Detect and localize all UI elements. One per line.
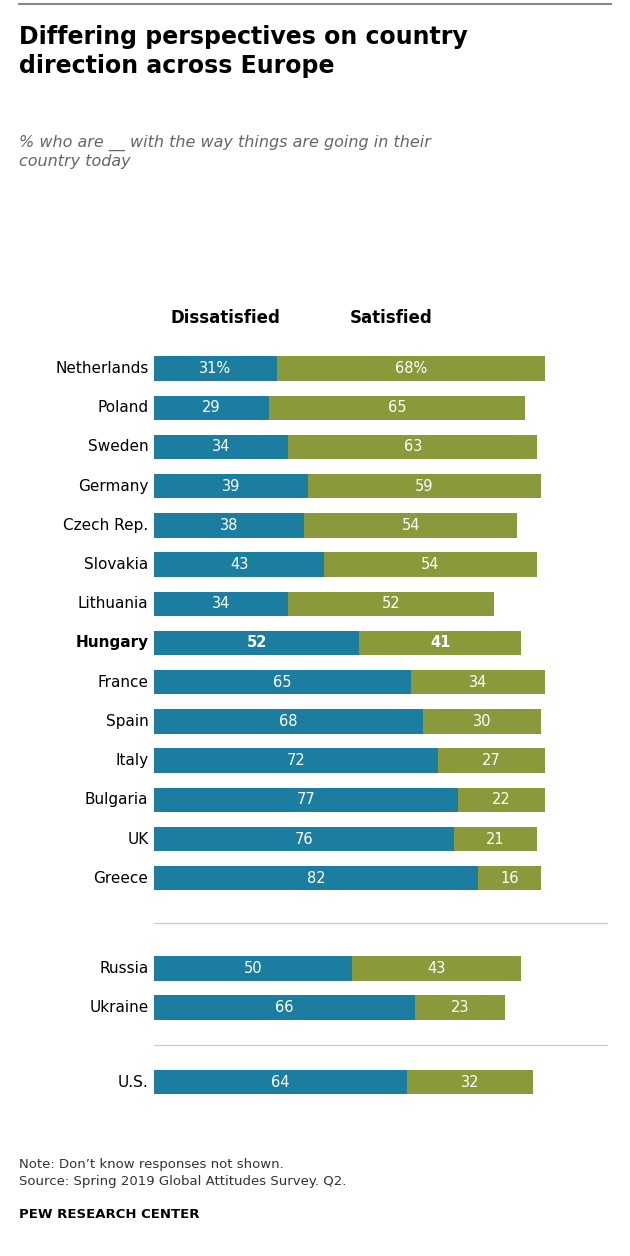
Text: 68: 68 (279, 713, 298, 728)
Bar (269, 396, 525, 420)
Text: 82: 82 (307, 870, 325, 885)
Bar (454, 826, 537, 852)
Text: 59: 59 (415, 479, 434, 494)
Text: 52: 52 (382, 597, 400, 612)
Text: 65: 65 (387, 401, 406, 416)
Text: Dissatisfied: Dissatisfied (170, 309, 280, 328)
Bar (154, 867, 478, 891)
Text: 63: 63 (404, 440, 422, 455)
Text: Slovakia: Slovakia (84, 558, 149, 571)
Bar (154, 788, 458, 811)
Text: 66: 66 (275, 1000, 294, 1015)
Text: 34: 34 (212, 440, 231, 455)
Text: France: France (98, 674, 149, 690)
Text: 77: 77 (297, 793, 316, 808)
Text: 23: 23 (451, 1000, 469, 1015)
Bar (154, 435, 289, 460)
Text: 34: 34 (212, 597, 231, 612)
Text: Czech Rep.: Czech Rep. (63, 517, 149, 533)
Bar (423, 710, 541, 734)
Bar (154, 514, 304, 538)
Text: 27: 27 (482, 754, 501, 769)
Bar (352, 956, 521, 981)
Text: Sweden: Sweden (88, 440, 149, 455)
Text: Poland: Poland (97, 401, 149, 416)
Text: 43: 43 (230, 558, 248, 571)
Text: Spain: Spain (106, 713, 149, 728)
Text: 68%: 68% (394, 360, 427, 376)
Text: Hungary: Hungary (76, 636, 149, 651)
Text: Note: Don’t know responses not shown.
Source: Spring 2019 Global Attitudes Surve: Note: Don’t know responses not shown. So… (19, 1158, 346, 1188)
Text: Russia: Russia (99, 961, 149, 976)
Text: 52: 52 (247, 636, 267, 651)
Bar (308, 474, 541, 499)
Bar (154, 669, 411, 695)
Text: 38: 38 (220, 517, 239, 533)
Text: Satisfied: Satisfied (350, 309, 432, 328)
Text: U.S.: U.S. (118, 1075, 149, 1090)
Bar (154, 710, 423, 734)
Text: 54: 54 (421, 558, 440, 571)
Bar (289, 592, 493, 615)
Bar (154, 357, 277, 381)
Text: 64: 64 (272, 1075, 290, 1090)
Text: Netherlands: Netherlands (55, 360, 149, 376)
Text: 54: 54 (401, 517, 420, 533)
Text: 43: 43 (427, 961, 445, 976)
Text: 22: 22 (492, 793, 511, 808)
Text: 31%: 31% (200, 360, 232, 376)
Bar (407, 1070, 533, 1094)
Text: Lithuania: Lithuania (78, 597, 149, 612)
Bar (154, 592, 289, 615)
Text: Greece: Greece (94, 870, 149, 885)
Bar (154, 474, 308, 499)
Text: 65: 65 (273, 674, 292, 690)
Text: Italy: Italy (115, 754, 149, 769)
Text: 29: 29 (202, 401, 221, 416)
Bar (438, 749, 545, 772)
Bar (154, 631, 360, 656)
Text: Germany: Germany (78, 479, 149, 494)
Text: 21: 21 (486, 831, 505, 847)
Text: % who are __ with the way things are going in their
country today: % who are __ with the way things are goi… (19, 134, 431, 170)
Text: 34: 34 (469, 674, 487, 690)
Text: Bulgaria: Bulgaria (85, 793, 149, 808)
Text: 50: 50 (244, 961, 262, 976)
Bar (458, 788, 545, 811)
Bar (154, 826, 454, 852)
Text: 30: 30 (472, 713, 491, 728)
Text: 72: 72 (287, 754, 306, 769)
Bar (478, 867, 541, 891)
Text: 32: 32 (461, 1075, 479, 1090)
Bar (154, 996, 415, 1020)
Bar (304, 514, 517, 538)
Text: UK: UK (127, 831, 149, 847)
Text: 76: 76 (295, 831, 314, 847)
Bar (324, 553, 537, 577)
Bar (277, 357, 545, 381)
Text: Ukraine: Ukraine (89, 1000, 149, 1015)
Text: 41: 41 (430, 636, 450, 651)
Text: 39: 39 (222, 479, 241, 494)
Bar (154, 749, 438, 772)
Bar (154, 553, 324, 577)
Bar (154, 1070, 407, 1094)
Bar (411, 669, 545, 695)
Text: 16: 16 (500, 870, 518, 885)
Bar (154, 396, 269, 420)
Bar (289, 435, 537, 460)
Text: Differing perspectives on country
direction across Europe: Differing perspectives on country direct… (19, 25, 467, 78)
Bar (360, 631, 521, 656)
Bar (154, 956, 352, 981)
Text: PEW RESEARCH CENTER: PEW RESEARCH CENTER (19, 1208, 200, 1221)
Bar (415, 996, 505, 1020)
